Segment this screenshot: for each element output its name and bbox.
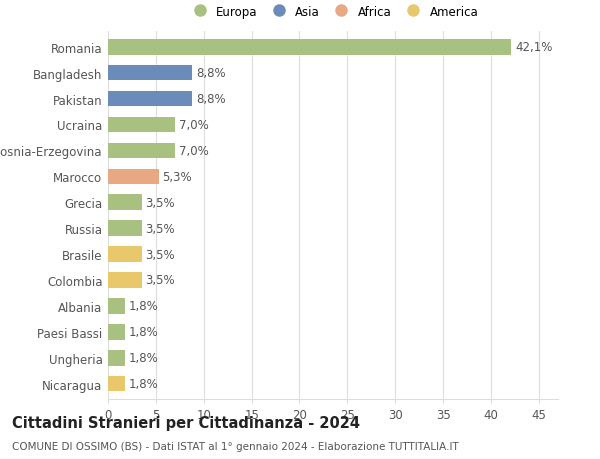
Bar [108,195,142,211]
Text: 1,8%: 1,8% [129,377,159,390]
Text: COMUNE DI OSSIMO (BS) - Dati ISTAT al 1° gennaio 2024 - Elaborazione TUTTITALIA.: COMUNE DI OSSIMO (BS) - Dati ISTAT al 1°… [12,441,459,451]
Bar [108,92,192,107]
Legend: Europa, Asia, Africa, America: Europa, Asia, Africa, America [185,3,481,21]
Bar [108,350,125,366]
Text: 1,8%: 1,8% [129,352,159,364]
Text: 3,5%: 3,5% [145,274,175,287]
Text: Cittadini Stranieri per Cittadinanza - 2024: Cittadini Stranieri per Cittadinanza - 2… [12,415,360,431]
Text: 1,8%: 1,8% [129,325,159,339]
Bar [108,298,125,314]
Bar [108,273,142,288]
Text: 5,3%: 5,3% [163,170,192,184]
Text: 8,8%: 8,8% [196,93,226,106]
Text: 8,8%: 8,8% [196,67,226,80]
Bar [108,118,175,133]
Bar [108,143,175,159]
Text: 7,0%: 7,0% [179,145,209,157]
Bar [108,376,125,392]
Bar [108,221,142,236]
Text: 1,8%: 1,8% [129,300,159,313]
Text: 7,0%: 7,0% [179,119,209,132]
Text: 3,5%: 3,5% [145,196,175,209]
Bar [108,40,511,56]
Text: 3,5%: 3,5% [145,222,175,235]
Bar [108,325,125,340]
Bar [108,66,192,81]
Bar [108,169,159,185]
Bar [108,247,142,262]
Text: 42,1%: 42,1% [515,41,552,54]
Text: 3,5%: 3,5% [145,248,175,261]
